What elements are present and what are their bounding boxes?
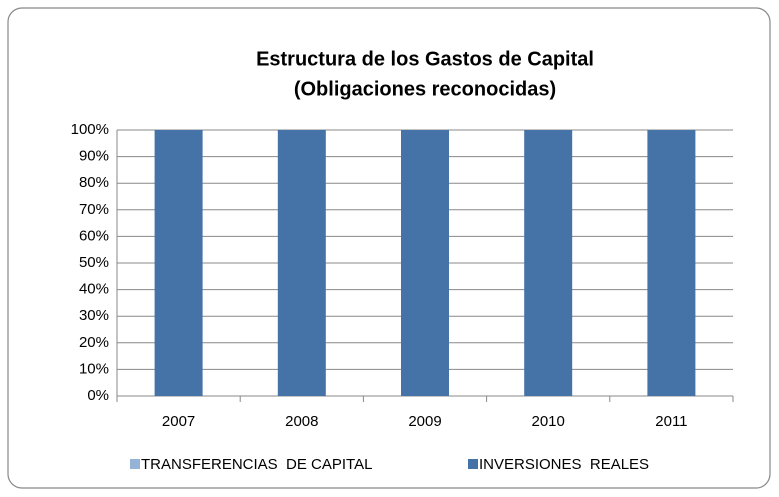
y-tick-label: 30% xyxy=(79,307,109,324)
bar-segment xyxy=(524,130,573,396)
x-tick-label: 2010 xyxy=(532,413,565,430)
chart-subtitle: (Obligaciones reconocidas) xyxy=(294,78,556,100)
y-tick-label: 0% xyxy=(87,387,109,404)
bar-segment xyxy=(154,130,203,396)
x-tick-label: 2011 xyxy=(655,413,687,430)
y-tick-label: 50% xyxy=(79,254,109,271)
x-tick-label: 2008 xyxy=(285,413,318,430)
x-tick-label: 2009 xyxy=(408,413,441,430)
x-tick-label: 2007 xyxy=(162,413,195,430)
legend-label: TRANSFERENCIAS DE CAPITAL xyxy=(141,456,372,473)
y-tick-label: 100% xyxy=(71,121,109,138)
bar-segment xyxy=(277,130,326,396)
bar-segment xyxy=(647,130,696,396)
legend-swatch xyxy=(130,459,140,469)
legend-swatch xyxy=(468,459,478,469)
y-tick-label: 10% xyxy=(79,360,109,377)
bar-segment xyxy=(401,130,449,396)
y-tick-label: 40% xyxy=(79,281,109,298)
y-tick-label: 70% xyxy=(79,201,109,218)
chart-title: Estructura de los Gastos de Capital xyxy=(256,48,594,70)
y-tick-label: 90% xyxy=(79,148,109,165)
y-tick-label: 80% xyxy=(79,174,109,191)
y-tick-label: 20% xyxy=(79,334,109,351)
y-tick-label: 60% xyxy=(79,227,109,244)
legend-label: INVERSIONES REALES xyxy=(479,456,649,473)
